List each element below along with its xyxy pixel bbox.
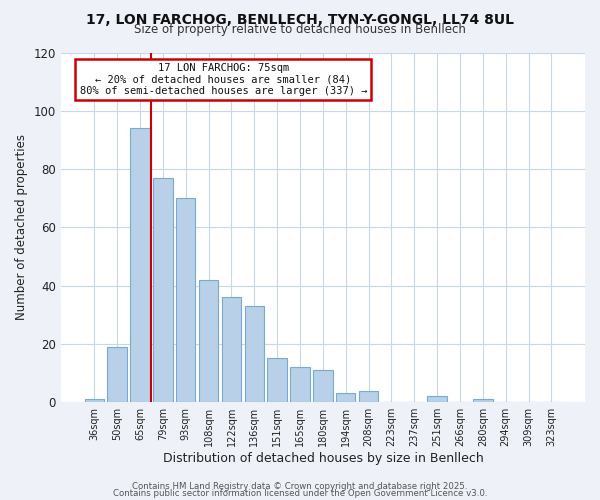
- Bar: [199, 280, 218, 402]
- Y-axis label: Number of detached properties: Number of detached properties: [15, 134, 28, 320]
- Bar: [336, 394, 355, 402]
- Text: 17 LON FARCHOG: 75sqm
← 20% of detached houses are smaller (84)
80% of semi-deta: 17 LON FARCHOG: 75sqm ← 20% of detached …: [80, 63, 367, 96]
- Bar: [473, 400, 493, 402]
- Text: Contains public sector information licensed under the Open Government Licence v3: Contains public sector information licen…: [113, 490, 487, 498]
- Bar: [153, 178, 173, 402]
- Bar: [176, 198, 196, 402]
- Bar: [290, 367, 310, 402]
- Bar: [222, 298, 241, 402]
- Bar: [268, 358, 287, 402]
- Text: 17, LON FARCHOG, BENLLECH, TYN-Y-GONGL, LL74 8UL: 17, LON FARCHOG, BENLLECH, TYN-Y-GONGL, …: [86, 12, 514, 26]
- Bar: [313, 370, 332, 402]
- Bar: [85, 400, 104, 402]
- Bar: [359, 390, 379, 402]
- Bar: [245, 306, 264, 402]
- X-axis label: Distribution of detached houses by size in Benllech: Distribution of detached houses by size …: [163, 452, 483, 465]
- Text: Contains HM Land Registry data © Crown copyright and database right 2025.: Contains HM Land Registry data © Crown c…: [132, 482, 468, 491]
- Bar: [130, 128, 150, 402]
- Text: Size of property relative to detached houses in Benllech: Size of property relative to detached ho…: [134, 22, 466, 36]
- Bar: [427, 396, 447, 402]
- Bar: [107, 347, 127, 402]
